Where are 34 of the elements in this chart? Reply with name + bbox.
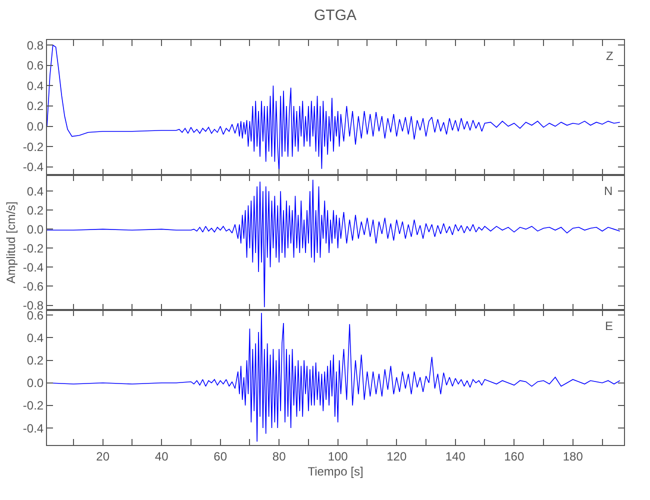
y-tick-label: 0.0 <box>26 222 44 236</box>
y-tick-label: 0.8 <box>26 38 44 52</box>
y-tick-label: 0.2 <box>26 99 44 114</box>
y-tick-label: -0.4 <box>22 421 44 436</box>
x-tick-label: 140 <box>445 449 466 464</box>
y-axis-title: Amplitud [cm/s] <box>4 201 18 284</box>
x-tick-label: 80 <box>272 449 286 464</box>
x-tick-label: 160 <box>504 449 524 464</box>
y-tick-label: 0.0 <box>26 376 44 390</box>
y-tick-label: -0.4 <box>22 260 44 274</box>
annotation: N <box>604 184 613 198</box>
x-tick-label: 40 <box>154 449 169 464</box>
x-axis-title: Tiempo [s] <box>308 464 364 478</box>
line-series <box>47 179 620 308</box>
y-tick-label: -0.2 <box>22 241 44 256</box>
x-tick-label: 20 <box>96 449 110 464</box>
y-tick-label: 0.2 <box>26 203 44 218</box>
annotation: Z <box>606 49 614 63</box>
y-tick-label: 0.4 <box>26 78 44 93</box>
x-tick-label: 100 <box>328 449 348 464</box>
x-tick-label: 180 <box>562 449 584 464</box>
y-tick-label: 0.4 <box>26 330 44 345</box>
y-tick-label: 0.6 <box>26 58 44 73</box>
y-tick-label: 0.4 <box>26 184 44 198</box>
y-tick-label: -0.4 <box>22 160 44 174</box>
y-tick-label: -0.2 <box>22 398 44 413</box>
y-tick-label: -0.6 <box>22 279 44 294</box>
chart-title: GTGA <box>314 7 357 24</box>
annotation: E <box>605 319 614 333</box>
x-tick-label: 60 <box>214 449 228 464</box>
y-tick-label: 0.2 <box>26 353 44 368</box>
y-tick-label: -0.2 <box>22 140 44 154</box>
y-tick-label: 0.0 <box>26 119 44 134</box>
x-tick-label: 120 <box>386 449 407 464</box>
